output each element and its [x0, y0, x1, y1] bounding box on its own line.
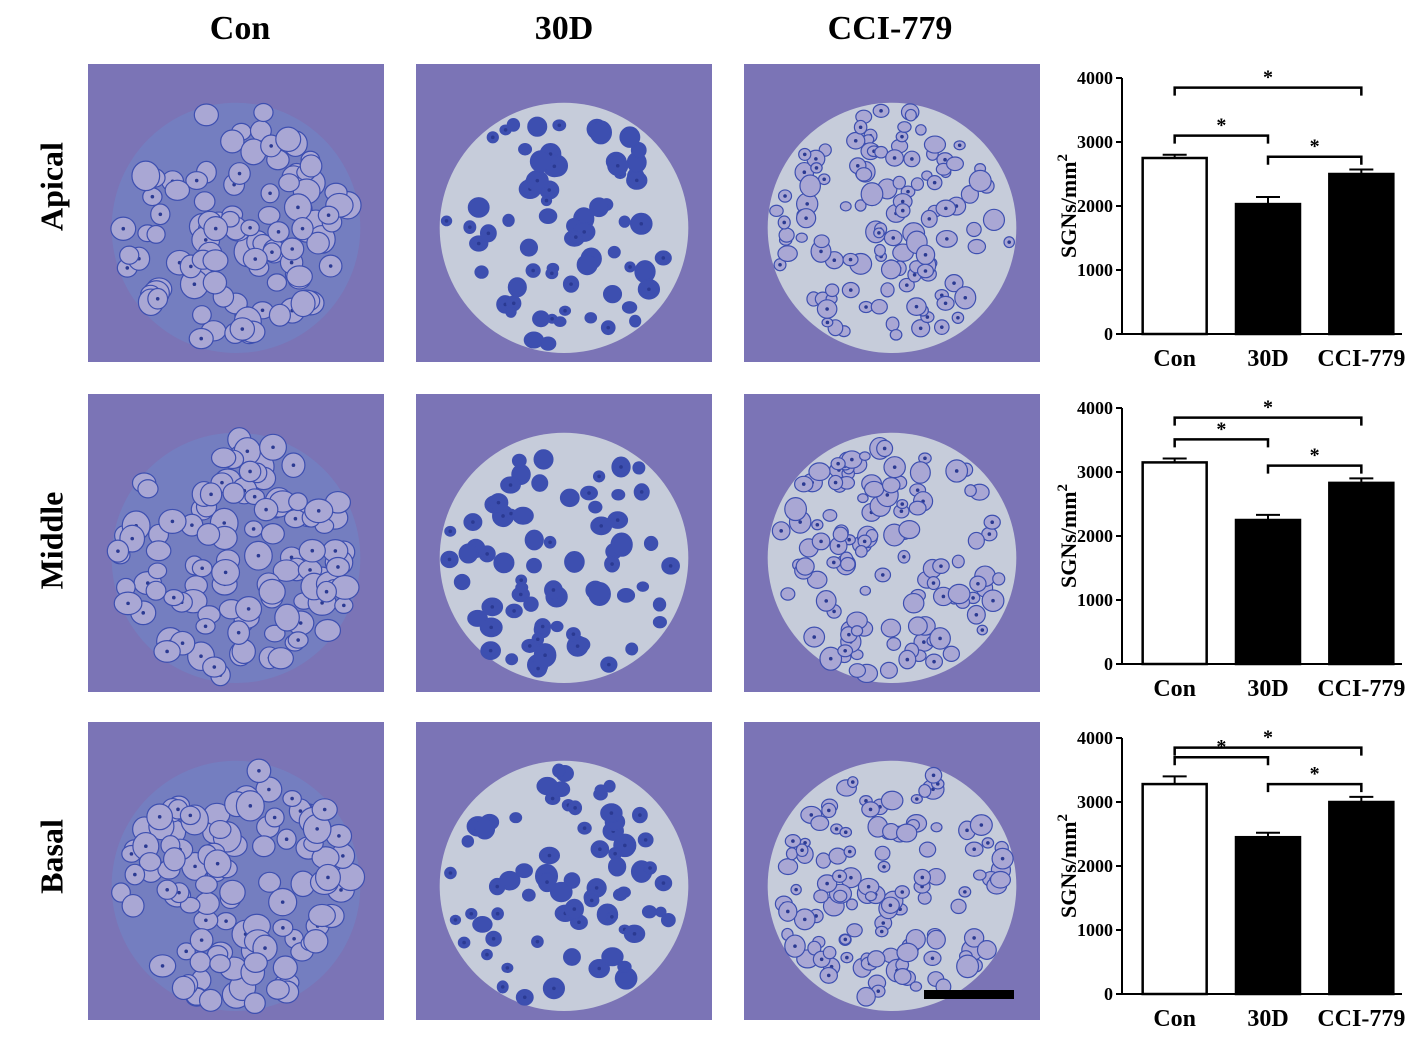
micrograph-middle-cci779: [744, 394, 1040, 692]
bar-cci-779: [1328, 172, 1395, 336]
bar-30d: [1234, 202, 1302, 336]
micrograph-basal-con: [88, 722, 384, 1020]
significance-bracket: [1266, 464, 1363, 474]
row-label-middle: Middle: [33, 491, 70, 590]
significance-bracket: [1266, 155, 1363, 165]
significance-bracket: [1173, 86, 1363, 96]
significance-bracket: [1173, 438, 1270, 448]
x-tick-label: CCI-779: [1317, 1006, 1405, 1032]
bar-chart-apical-svg: 0 1000 2000 3000 4000 SGNs/mm2 Con 30D CCI-779 * *…: [1055, 67, 1405, 372]
significance-label: *: [1216, 418, 1226, 440]
significance-label: *: [1263, 67, 1273, 89]
bar-30d: [1234, 518, 1302, 666]
x-tick-label: CCI-779: [1317, 676, 1405, 702]
bar-con: [1141, 782, 1208, 996]
y-tick-label: 4000: [1077, 68, 1113, 88]
bar-con: [1141, 156, 1208, 336]
x-tick-label: Con: [1153, 1006, 1196, 1032]
significance-label: *: [1310, 763, 1320, 785]
significance-bracket: [1173, 134, 1270, 144]
significance-label: *: [1216, 115, 1226, 137]
micrograph-middle-30d: [416, 394, 712, 692]
significance-bracket: [1173, 746, 1363, 756]
y-tick-label: 1000: [1077, 590, 1113, 610]
significance-bracket: [1173, 416, 1363, 426]
y-tick-label: 3000: [1077, 462, 1113, 482]
y-tick-label: 2000: [1077, 526, 1113, 546]
bar-chart-basal: 0 1000 2000 3000 4000 SGNs/mm2 Con 30D CCI-779 * *…: [1052, 722, 1422, 1040]
bar-con: [1141, 461, 1208, 666]
y-axis-label: SGNs/mm2: [1055, 154, 1081, 258]
micrograph-basal-cci779: [744, 722, 1040, 1020]
bar-30d: [1234, 835, 1302, 996]
significance-label: *: [1310, 136, 1320, 158]
bar-chart-apical: 0 1000 2000 3000 4000 SGNs/mm2 Con 30D CCI-779 * *…: [1052, 62, 1422, 380]
column-label-30d: 30D: [534, 10, 594, 47]
y-tick-label: 2000: [1077, 856, 1113, 876]
y-tick-label: 0: [1104, 324, 1113, 344]
column-label-cci779: CCI-779: [827, 10, 953, 47]
y-tick-label: 2000: [1077, 196, 1113, 216]
y-axis-label: SGNs/mm2: [1055, 484, 1081, 588]
row-label-basal: Basal: [33, 819, 70, 894]
micrograph-basal-30d: [416, 722, 712, 1020]
y-tick-label: 0: [1104, 984, 1113, 1004]
y-tick-label: 3000: [1077, 792, 1113, 812]
column-label-con: Con: [209, 10, 271, 47]
scale-bar: [924, 990, 1014, 999]
micrograph-apical-con: [88, 64, 384, 362]
significance-label: *: [1263, 727, 1273, 749]
micrograph-apical-cci779: [744, 64, 1040, 362]
bar-chart-middle-svg: 0 1000 2000 3000 4000 SGNs/mm2 Con 30D CCI-779 * *…: [1055, 397, 1405, 702]
bar-chart-basal-svg: 0 1000 2000 3000 4000 SGNs/mm2 Con 30D CCI-779 * *…: [1055, 727, 1405, 1032]
y-tick-label: 1000: [1077, 260, 1113, 280]
significance-label: *: [1310, 445, 1320, 467]
y-tick-label: 0: [1104, 654, 1113, 674]
x-tick-label: CCI-779: [1317, 346, 1405, 372]
x-tick-label: Con: [1153, 346, 1196, 372]
y-tick-label: 4000: [1077, 398, 1113, 418]
micrograph-apical-30d: [416, 64, 712, 362]
y-tick-label: 3000: [1077, 132, 1113, 152]
y-tick-label: 4000: [1077, 728, 1113, 748]
x-tick-label: 30D: [1247, 676, 1288, 702]
row-label-apical: Apical: [33, 142, 70, 231]
bar-cci-779: [1328, 800, 1395, 996]
significance-bracket: [1173, 755, 1270, 766]
significance-label: *: [1263, 397, 1273, 419]
x-tick-label: 30D: [1247, 346, 1288, 372]
micrograph-middle-con: [88, 394, 384, 692]
x-tick-label: Con: [1153, 676, 1196, 702]
bar-chart-middle: 0 1000 2000 3000 4000 SGNs/mm2 Con 30D CCI-779 * *…: [1052, 392, 1422, 710]
significance-bracket: [1266, 782, 1363, 793]
y-tick-label: 1000: [1077, 920, 1113, 940]
bar-cci-779: [1328, 481, 1395, 666]
y-axis-label: SGNs/mm2: [1055, 814, 1081, 918]
x-tick-label: 30D: [1247, 1006, 1288, 1032]
